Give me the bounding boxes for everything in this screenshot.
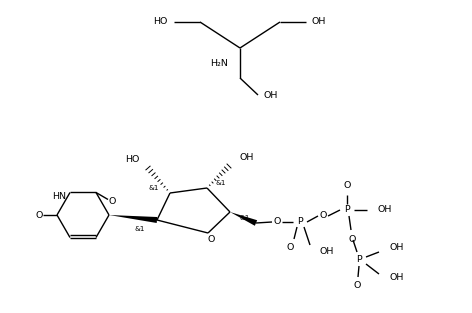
Text: O: O	[320, 212, 327, 220]
Text: &1: &1	[149, 185, 159, 191]
Text: O: O	[343, 182, 351, 191]
Text: P: P	[297, 218, 303, 227]
Text: OH: OH	[390, 274, 405, 283]
Text: H₂N: H₂N	[210, 59, 228, 69]
Text: &1: &1	[239, 215, 250, 221]
Text: &1: &1	[215, 180, 226, 186]
Text: OH: OH	[264, 90, 278, 100]
Text: &1: &1	[135, 226, 145, 232]
Text: O: O	[207, 235, 215, 244]
Text: O: O	[108, 197, 116, 206]
Text: O: O	[354, 281, 361, 290]
Text: P: P	[344, 206, 350, 214]
Text: OH: OH	[320, 248, 334, 256]
Text: OH: OH	[390, 244, 405, 253]
Text: O: O	[348, 234, 356, 244]
Text: O: O	[287, 244, 294, 253]
Polygon shape	[230, 212, 257, 226]
Text: O: O	[35, 211, 42, 219]
Text: OH: OH	[239, 153, 253, 162]
Text: HO: HO	[153, 18, 168, 27]
Text: OH: OH	[378, 206, 392, 214]
Text: O: O	[273, 218, 281, 227]
Text: HO: HO	[126, 156, 140, 165]
Text: HN: HN	[52, 192, 66, 201]
Text: P: P	[356, 255, 362, 264]
Polygon shape	[109, 215, 157, 223]
Text: OH: OH	[312, 18, 326, 27]
